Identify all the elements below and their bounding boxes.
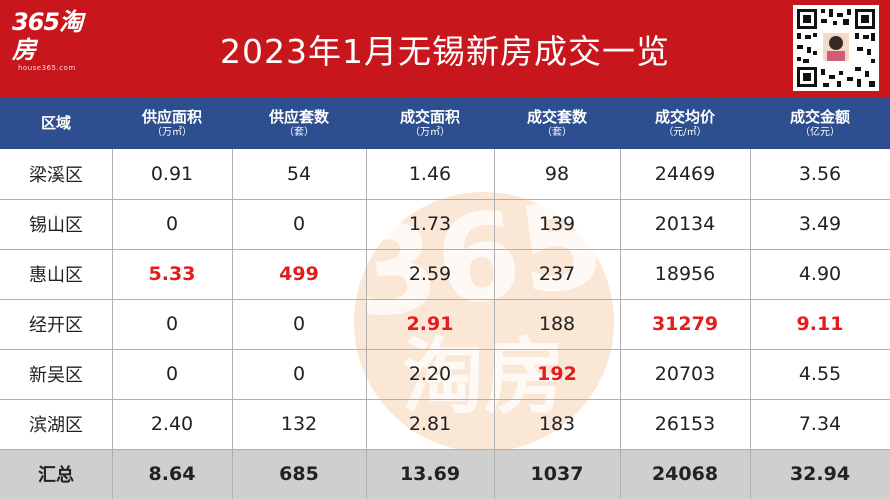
highlight-cell: 31279 [651, 313, 719, 335]
table-cell: 26153 [654, 413, 716, 435]
table-row: 惠山区 5.33 499 2.59 237 18956 4.90 [0, 249, 890, 299]
total-cell: 24068 [651, 463, 719, 485]
header-avg-price: 成交均价 （元/㎡） [620, 97, 750, 149]
header-label: 区域 [40, 113, 71, 132]
column-divider [750, 149, 751, 499]
title-banner: 365淘房 house365.com 2023年1月无锡新房成交一览 [0, 0, 890, 97]
row-divider [0, 299, 890, 300]
total-label: 汇总 [38, 465, 74, 486]
total-cell: 1037 [530, 463, 584, 485]
header-unit: （套） [284, 126, 314, 138]
table-row: 新吴区 0 0 2.20 192 20703 4.55 [0, 349, 890, 399]
table-cell: 2.81 [408, 413, 452, 435]
table-cell: 24469 [654, 163, 716, 185]
row-divider [0, 449, 890, 450]
table-cell: 0 [165, 313, 179, 335]
table-cell: 1.73 [408, 213, 452, 235]
qr-code-icon[interactable] [793, 5, 879, 91]
row-divider [0, 199, 890, 200]
page-title: 2023年1月无锡新房成交一览 [220, 31, 670, 71]
table-cell: 2.40 [150, 413, 194, 435]
table-cell: 2.59 [408, 263, 452, 285]
table-cell: 0 [165, 213, 179, 235]
row-divider [0, 349, 890, 350]
table-cell: 98 [544, 163, 570, 185]
header-unit: （万㎡） [152, 126, 192, 138]
region-cell: 锡山区 [29, 215, 83, 236]
region-cell: 新吴区 [29, 365, 83, 386]
table-cell: 3.56 [798, 163, 842, 185]
region-cell: 滨湖区 [29, 415, 83, 436]
table-cell: 7.34 [798, 413, 842, 435]
total-cell: 13.69 [399, 463, 461, 485]
header-unit: （万㎡） [410, 126, 450, 138]
header-deal-area: 成交面积 （万㎡） [366, 97, 494, 149]
column-divider [366, 149, 367, 499]
highlight-cell: 5.33 [148, 263, 196, 285]
column-divider [112, 149, 113, 499]
row-divider [0, 399, 890, 400]
table-cell: 0 [292, 363, 306, 385]
table-cell: 0 [165, 363, 179, 385]
total-cell: 32.94 [789, 463, 851, 485]
header-label: 供应面积 [141, 107, 202, 126]
total-row: 汇总 8.64 685 13.69 1037 24068 32.94 [0, 449, 890, 499]
column-divider [620, 149, 621, 499]
table-cell: 2.20 [408, 363, 452, 385]
logo-subtext: house365.com [18, 64, 76, 72]
total-cell: 685 [279, 463, 319, 485]
header-total-amount: 成交金额 （亿元） [750, 97, 890, 149]
highlight-cell: 9.11 [796, 313, 844, 335]
table-row: 滨湖区 2.40 132 2.81 183 26153 7.34 [0, 399, 890, 449]
header-region: 区域 [0, 97, 112, 149]
column-divider [232, 149, 233, 499]
table-cell: 4.90 [798, 263, 842, 285]
highlight-cell: 499 [279, 263, 319, 285]
table-row: 锡山区 0 0 1.73 139 20134 3.49 [0, 199, 890, 249]
header-unit: （元/㎡） [663, 126, 707, 138]
table-cell: 20703 [654, 363, 716, 385]
table-cell: 0.91 [150, 163, 194, 185]
table-row: 梁溪区 0.91 54 1.46 98 24469 3.56 [0, 149, 890, 199]
header-label: 成交面积 [399, 107, 460, 126]
table-cell: 0 [292, 313, 306, 335]
header-label: 供应套数 [268, 107, 329, 126]
column-divider [494, 149, 495, 499]
table-cell: 54 [286, 163, 312, 185]
brand-logo[interactable]: 365淘房 house365.com [12, 8, 104, 72]
table-cell: 0 [292, 213, 306, 235]
table-cell: 3.49 [798, 213, 842, 235]
logo-text: 365淘房 [12, 8, 83, 64]
table-cell: 1.46 [408, 163, 452, 185]
region-cell: 经开区 [29, 315, 83, 336]
highlight-cell: 2.91 [406, 313, 454, 335]
header-unit: （亿元） [800, 126, 840, 138]
row-divider [0, 249, 890, 250]
region-cell: 惠山区 [29, 265, 83, 286]
table-cell: 183 [538, 413, 576, 435]
table-cell: 132 [280, 413, 318, 435]
header-unit: （套） [542, 126, 572, 138]
header-supply-area: 供应面积 （万㎡） [112, 97, 232, 149]
highlight-cell: 192 [537, 363, 577, 385]
table-cell: 18956 [654, 263, 716, 285]
table-header: 区域 供应面积 （万㎡） 供应套数 （套） 成交面积 （万㎡） 成交套数 （套）… [0, 97, 890, 149]
header-supply-units: 供应套数 （套） [232, 97, 366, 149]
table-cell: 188 [538, 313, 576, 335]
table-cell: 20134 [654, 213, 716, 235]
header-label: 成交均价 [654, 107, 715, 126]
table-row: 经开区 0 0 2.91 188 31279 9.11 [0, 299, 890, 349]
header-label: 成交金额 [789, 107, 850, 126]
table-cell: 237 [538, 263, 576, 285]
region-cell: 梁溪区 [29, 165, 83, 186]
header-deal-units: 成交套数 （套） [494, 97, 620, 149]
total-cell: 8.64 [148, 463, 196, 485]
table-cell: 4.55 [798, 363, 842, 385]
header-label: 成交套数 [526, 107, 587, 126]
table-cell: 139 [538, 213, 576, 235]
